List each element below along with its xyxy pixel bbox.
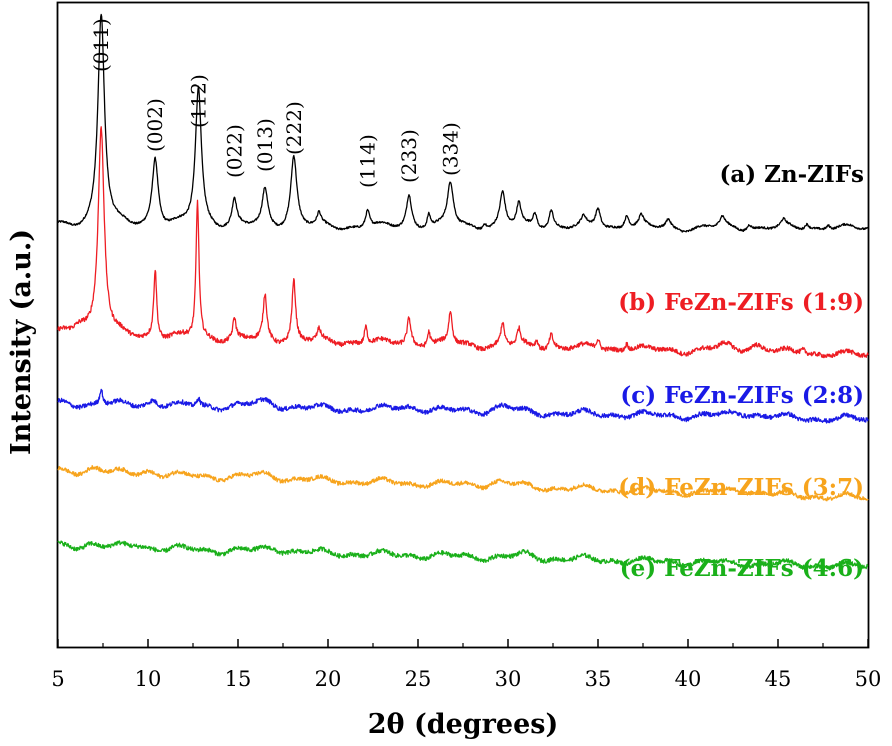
peak-annotation: (022) (222, 124, 246, 178)
peak-annotation: (233) (397, 129, 421, 183)
x-tick-label: 45 (765, 667, 792, 691)
legend-label-1: (a) Zn-ZIFs (719, 161, 864, 188)
legend-label-5: (e) FeZn-ZIFs (4:6) (620, 555, 864, 582)
peak-annotation: (002) (143, 98, 167, 152)
series-line-1 (58, 14, 868, 232)
x-tick-label: 30 (495, 667, 522, 691)
x-tick-label: 40 (675, 667, 702, 691)
x-tick-label: 50 (855, 667, 882, 691)
peak-annotation: (011) (89, 18, 113, 72)
x-tick-label: 5 (51, 667, 64, 691)
x-tick-label: 25 (405, 667, 432, 691)
legend-label-2: (b) FeZn-ZIFs (1:9) (618, 289, 864, 316)
x-tick-label: 20 (315, 667, 342, 691)
x-tick-label: 35 (585, 667, 612, 691)
x-axis-label: 2θ (degrees) (368, 709, 558, 740)
peak-annotation: (222) (282, 101, 306, 155)
legend-label-3: (c) FeZn-ZIFs (2:8) (620, 382, 864, 409)
peak-annotation: (114) (356, 134, 380, 188)
plot-frame (58, 3, 869, 648)
peak-annotation: (013) (253, 118, 277, 172)
peak-annotation: (112) (186, 74, 210, 128)
annotations: (011) (002) (112) (022) (013) (222) (114) (233)… (89, 18, 462, 188)
peak-annotation: (334) (438, 122, 462, 176)
x-tick-label: 10 (135, 667, 162, 691)
y-axis-label: Intensity (a.u.) (6, 229, 37, 455)
legend: (a) Zn-ZIFs (b) FeZn-ZIFs (1:9) (c) FeZn-Z… (618, 161, 864, 582)
legend-label-4: (d) FeZn-ZIFs (3:7) (618, 474, 864, 501)
x-tick-label: 15 (225, 667, 252, 691)
